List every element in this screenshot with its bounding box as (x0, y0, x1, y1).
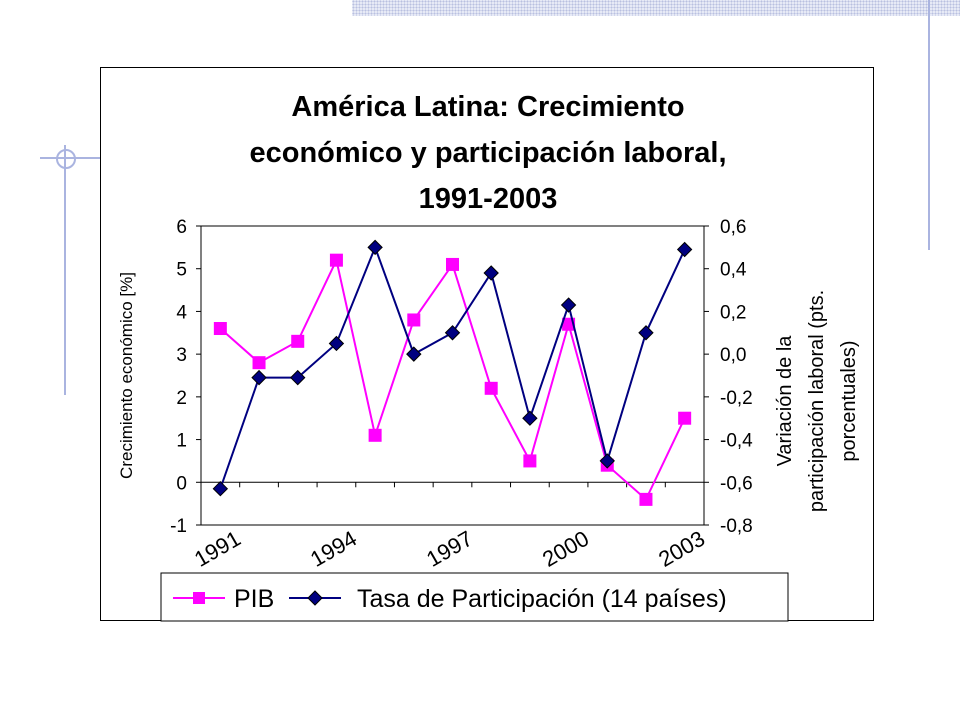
data-point-pib (407, 313, 421, 327)
data-point-pib (368, 428, 382, 442)
chart-axes: -1 0 1 2 3 4 5 6 -0,8 -0,6 -0,4 -0,2 0,0 0,2 0,4 0,6 199… (117, 217, 860, 572)
y-right-axis-title-line: participación laboral (pts. (806, 290, 828, 512)
y-right-tick-label: 0,4 (720, 260, 747, 281)
legend-marker-diamond (307, 590, 323, 606)
data-point-pib (639, 492, 653, 506)
y-right-tick-label: -0,2 (720, 388, 753, 409)
chart-title-line: 1991-2003 (419, 183, 558, 215)
data-point-pib (291, 334, 305, 348)
data-point-pib (329, 253, 343, 267)
chart-title-line: América Latina: Crecimiento (291, 91, 684, 123)
y-left-tick-label: 1 (176, 431, 187, 452)
data-point-participacion (367, 239, 383, 256)
data-point-pib (252, 356, 266, 370)
y-left-tick-label: 2 (176, 388, 187, 409)
y-left-tick-label: 6 (176, 217, 187, 238)
slide-top-band-decoration (352, 0, 960, 16)
data-point-participacion (406, 346, 422, 362)
y-right-axis-title-line: porcentuales) (838, 340, 860, 461)
y-right-tick-label: -0,8 (720, 516, 753, 537)
data-point-participacion (328, 335, 345, 352)
data-point-pib (678, 411, 692, 425)
data-point-pib (213, 322, 227, 336)
data-point-participacion (638, 325, 654, 341)
x-tick-label: 2000 (538, 526, 593, 572)
series-line-diamond (219, 244, 686, 490)
y-left-tick-label: 4 (176, 302, 187, 323)
x-tick-label: 1997 (422, 526, 477, 572)
data-point-participacion (676, 241, 693, 258)
data-point-participacion (212, 480, 229, 497)
slide-vertical-line-decoration (928, 0, 930, 250)
y-right-tick-label: 0,6 (720, 217, 746, 238)
x-tick-label: 1991 (190, 526, 245, 572)
data-point-participacion (522, 410, 538, 426)
data-point-participacion (483, 265, 499, 281)
y-left-tick-label: 5 (176, 260, 187, 281)
data-point-pib (446, 257, 459, 271)
legend-label: PIB (234, 585, 274, 613)
y-right-tick-label: -0,6 (720, 473, 753, 494)
legend-marker-square (193, 592, 205, 604)
y-right-axis-title-line: Variación de la (774, 335, 796, 467)
data-point-participacion (251, 369, 267, 386)
legend-box (160, 572, 789, 622)
legend-label: Tasa de Participación (14 países) (357, 585, 727, 613)
slide-vertical-line-decoration (64, 145, 66, 395)
y-right-tick-label: 0,0 (720, 345, 746, 366)
chart-legend: PIB Tasa de Participación (14 países) (160, 572, 789, 622)
y-right-tick-label: 0,2 (720, 302, 746, 323)
data-point-pib (523, 454, 537, 468)
data-point-pib (484, 381, 498, 395)
y-left-tick-label: 3 (176, 345, 187, 366)
chart-title-line: económico y participación laboral, (249, 137, 726, 169)
y-left-tick-label: 0 (176, 473, 187, 494)
x-tick-label: 2003 (654, 526, 709, 572)
chart: América Latina: Crecimiento económico y p… (117, 91, 860, 622)
x-tick-label: 1994 (306, 526, 361, 572)
data-point-participacion (444, 325, 461, 341)
y-left-axis-title: Crecimiento económico [%] (117, 272, 136, 479)
slide-circle-decoration (56, 149, 76, 169)
y-left-tick-label: -1 (170, 516, 187, 537)
y-right-tick-label: -0,4 (720, 431, 753, 452)
series-line-square (219, 257, 686, 501)
data-point-participacion (560, 297, 577, 313)
data-point-participacion (599, 453, 615, 469)
chart-series (212, 239, 693, 506)
data-point-participacion (290, 369, 306, 386)
chart-title: América Latina: Crecimiento económico y p… (249, 91, 726, 215)
chart-frame: América Latina: Crecimiento económico y p… (100, 67, 874, 622)
plot-area-border (200, 225, 705, 526)
